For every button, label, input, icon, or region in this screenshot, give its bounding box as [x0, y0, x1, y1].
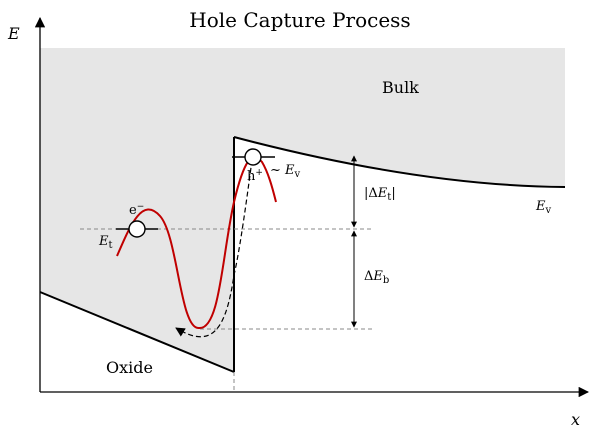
near-ev-label: ~ Ev	[270, 163, 301, 180]
valence-band-edge	[233, 136, 566, 188]
electron-icon	[128, 220, 146, 238]
capture-path	[175, 159, 253, 338]
bulk-label: Bulk	[382, 78, 419, 97]
delta-eb-label: ΔEb	[364, 269, 389, 286]
hole-icon	[244, 148, 262, 166]
bulk-region	[40, 48, 565, 372]
delta-et-label: |ΔEt|	[364, 186, 396, 203]
valence-band-label: Ev	[535, 199, 552, 216]
diagram-title: Hole Capture Process	[189, 8, 410, 32]
potential-energy-curve	[116, 156, 277, 330]
oxide-band-edge	[39, 291, 235, 373]
trap-level-label: Et	[98, 234, 113, 251]
hole-label: h+	[247, 168, 263, 184]
oxide-label: Oxide	[106, 358, 153, 377]
electron-label: e−	[129, 202, 144, 218]
y-axis-label: E	[7, 24, 20, 43]
x-axis-label: x	[571, 410, 580, 429]
